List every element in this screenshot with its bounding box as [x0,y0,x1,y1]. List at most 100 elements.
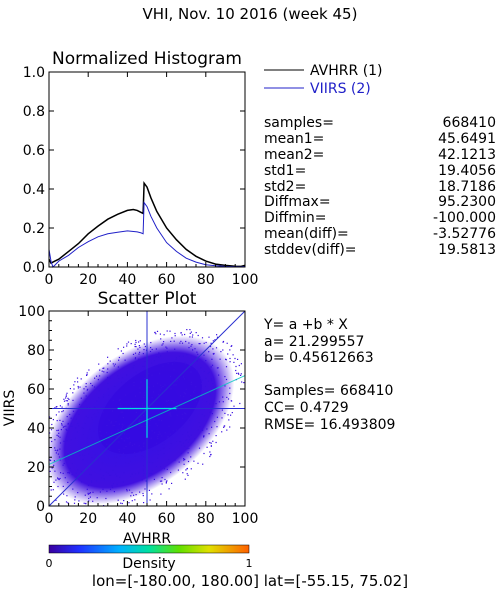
scatter-point [208,380,210,382]
scatter-point [118,359,120,361]
scatter-ytick-label: 60 [27,382,45,398]
scatter-point [186,439,188,441]
scatter-point [124,359,126,361]
scatter-point [155,423,157,425]
scatter-point [192,349,194,351]
scatter-point [106,371,108,374]
scatter-point [190,468,192,470]
scatter-point [188,342,190,344]
scatter-point [196,360,198,362]
scatter-point [85,395,87,397]
scatter-point [60,429,62,431]
scatter-point [224,385,226,387]
scatter-point [217,367,219,369]
scatter-point [73,384,75,386]
scatter-point [203,354,205,356]
scatter-point [103,371,105,373]
scatter-point [151,493,153,495]
scatter-point [205,341,207,344]
scatter-point [176,402,178,404]
scatter-point [106,443,108,445]
scatter-point [120,455,122,457]
scatter-point [152,404,154,406]
scatter-point [186,448,188,450]
scatter-point [66,416,68,418]
scatter-point [84,422,86,424]
scatter-point [186,329,188,331]
scatter-point [91,439,93,441]
scatter-point [184,361,186,363]
scatter-point [64,477,66,479]
colorbar-max-label: 1 [246,557,253,570]
scatter-point [219,358,221,360]
scatter-point [81,427,83,429]
scatter-point [206,401,208,403]
scatter-point [139,351,141,353]
scatter-point [109,446,111,448]
scatter-point [77,381,79,383]
scatter-point [112,410,114,412]
scatter-point [135,339,137,342]
colorbar-label: Density [122,556,175,572]
scatter-point [133,384,135,386]
scatter-point [139,491,141,493]
scatter-point [229,361,231,363]
scatter-point [142,353,144,355]
scatter-point [190,394,192,397]
scatter-point [71,474,73,476]
scatter-point [110,432,112,434]
scatter-point [112,399,114,401]
scatter-point [147,436,149,438]
scatter-point [159,389,161,391]
scatter-point [54,407,56,409]
scatter-point [142,365,144,367]
scatter-point [160,466,162,468]
scatter-point [84,450,86,452]
scatter-point [77,422,79,424]
scatter-point [66,400,69,402]
scatter-point [200,367,202,369]
scatter-point [62,410,64,412]
scatter-point [188,436,190,438]
scatter-point [119,398,121,401]
scatter-point [120,403,122,405]
scatter-point [80,378,82,380]
scatter-point [209,455,211,458]
scatter-point [91,481,93,483]
scatter-point [129,442,131,444]
scatter-point [78,425,80,427]
scatter-point [138,353,140,355]
scatter-point [112,486,114,489]
scatter-point [183,459,185,461]
scatter-point [222,341,224,343]
scatter-point [235,369,237,372]
scatter-point [229,392,231,395]
scatter-point [179,441,181,443]
scatter-point [135,341,137,344]
scatter-point [158,416,160,418]
stat-value: 19.5813 [438,242,496,259]
scatter-point [59,419,61,421]
scatter-point [150,472,152,474]
scatter-point [234,357,236,360]
scatter-point [186,467,188,470]
scatter-point [108,399,110,401]
scatter-point [109,377,111,379]
scatter-point [89,428,91,430]
scatter-point [152,385,155,387]
scatter-point [225,378,228,381]
scatter-point [86,488,88,490]
scatter-point [232,354,234,356]
regression-b: b= 0.45612663 [264,350,374,367]
scatter-point [199,343,201,345]
scatter-point [165,346,167,348]
scatter-point [239,402,241,405]
scatter-point [177,469,179,471]
scatter-point [57,453,59,455]
scatter-point [142,495,144,497]
scatter-point [212,353,214,355]
scatter-point [42,454,43,455]
scatter-point [138,473,140,475]
scatter-point [97,412,99,414]
scatter-point [157,434,159,436]
